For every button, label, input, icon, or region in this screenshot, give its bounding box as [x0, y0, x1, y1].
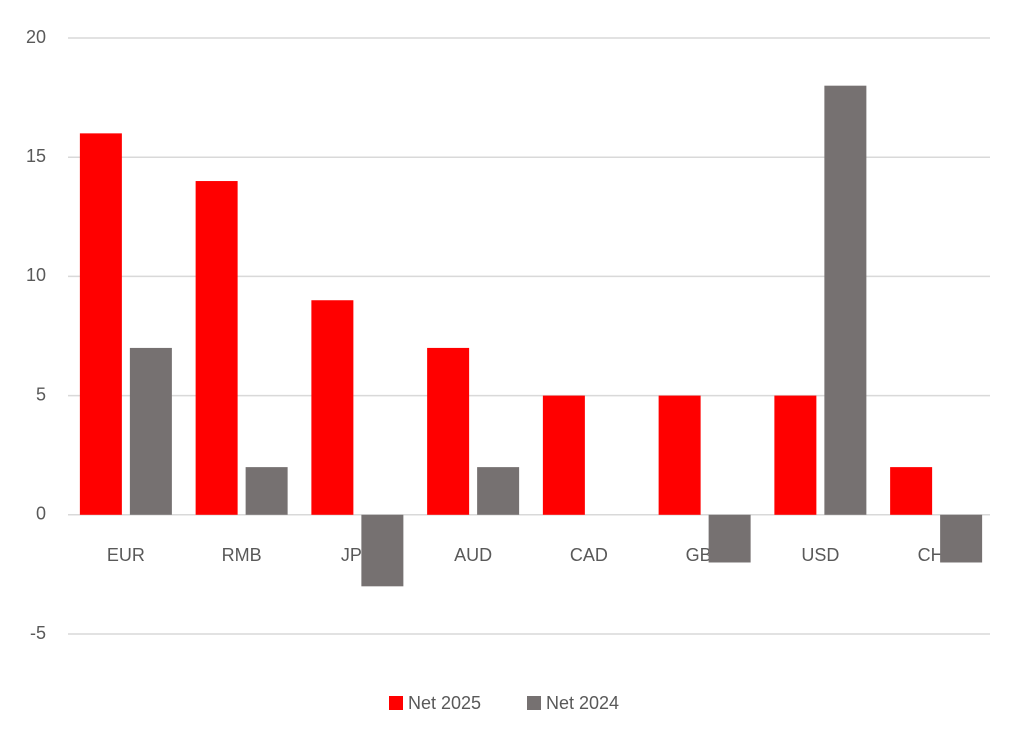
bar: [542, 395, 585, 515]
bar: [427, 347, 470, 515]
x-tick-label: AUD: [454, 545, 492, 565]
x-tick-label: CAD: [570, 545, 608, 565]
legend-swatch: [527, 696, 541, 710]
y-tick-label: 10: [26, 265, 46, 285]
bar: [361, 514, 404, 587]
bar: [824, 85, 867, 515]
x-tick-label: EUR: [107, 545, 145, 565]
y-tick-label: -5: [30, 623, 46, 643]
bar: [477, 467, 520, 515]
x-tick-label: RMB: [222, 545, 262, 565]
x-tick-label: USD: [801, 545, 839, 565]
legend-label: Net 2024: [546, 693, 619, 713]
y-tick-label: 15: [26, 146, 46, 166]
bar: [245, 467, 288, 515]
legend-label: Net 2025: [408, 693, 481, 713]
y-tick-label: 5: [36, 384, 46, 404]
bar: [129, 347, 172, 515]
bar: [311, 300, 354, 515]
y-tick-label: 20: [26, 27, 46, 47]
bar: [774, 395, 817, 515]
bar: [890, 467, 933, 515]
y-tick-label: 0: [36, 504, 46, 524]
bar: [658, 395, 701, 515]
bar: [195, 181, 238, 515]
bar: [940, 514, 983, 563]
bar: [79, 133, 122, 515]
legend-swatch: [389, 696, 403, 710]
bar: [708, 514, 751, 563]
